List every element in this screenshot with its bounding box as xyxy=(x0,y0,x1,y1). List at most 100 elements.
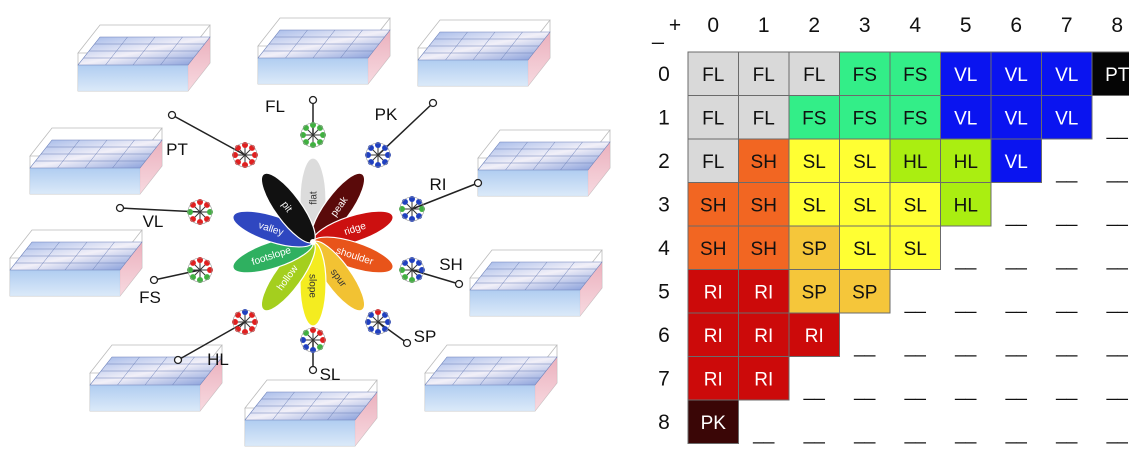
surface-block-valley xyxy=(29,127,163,195)
svg-text:SL: SL xyxy=(853,152,876,173)
surface-block-hollow xyxy=(89,344,223,412)
svg-text:SH: SH xyxy=(751,152,777,173)
table-cell: VL xyxy=(1041,95,1093,140)
empty-cell-mark: __ xyxy=(954,380,977,401)
row-header: 8 xyxy=(658,411,670,434)
svg-text:FL: FL xyxy=(753,108,775,129)
table-cell: FL xyxy=(687,51,739,96)
table-cell: FL xyxy=(788,51,840,96)
code-label-vl: VL xyxy=(143,212,164,231)
svg-text:RI: RI xyxy=(754,326,773,347)
svg-text:PK: PK xyxy=(701,413,727,434)
empty-cell-mark: __ xyxy=(752,424,775,445)
col-header: 3 xyxy=(859,14,871,37)
empty-cell-mark: __ xyxy=(954,337,977,358)
petal-rose: flat peakridgeshoulderspurslopehollowfoot… xyxy=(232,157,394,327)
code-label-pt: PT xyxy=(166,140,188,159)
code-label-pk: PK xyxy=(375,105,398,124)
table-cells: FL FL FL FS FS VL VL VL PT FL FL FS FS FS VL VL VL __ FL SH… xyxy=(687,51,1129,445)
empty-cell-mark: __ xyxy=(1106,424,1129,445)
landform-blocks xyxy=(9,17,611,447)
svg-text:VL: VL xyxy=(1005,108,1028,129)
table-corner: + _ xyxy=(651,14,681,45)
table-cell: RI xyxy=(687,312,739,357)
row-header: 3 xyxy=(658,193,670,216)
svg-text:SP: SP xyxy=(802,282,827,303)
pattern-hollow xyxy=(173,309,258,365)
empty-cell-mark: __ xyxy=(853,337,876,358)
svg-text:RI: RI xyxy=(704,326,723,347)
table-cell: SP xyxy=(788,225,840,270)
col-header: 5 xyxy=(960,14,972,37)
surface-block-slope xyxy=(244,379,378,447)
row-header: 7 xyxy=(658,367,670,390)
empty-cell-mark: __ xyxy=(954,293,977,314)
empty-cell-mark: __ xyxy=(1106,250,1129,271)
svg-text:SP: SP xyxy=(802,239,827,260)
table-cell: FL xyxy=(687,138,739,183)
empty-cell-mark: __ xyxy=(1005,380,1028,401)
row-header: 2 xyxy=(658,150,670,173)
svg-text:FS: FS xyxy=(853,108,877,129)
empty-cell-mark: __ xyxy=(1106,119,1129,140)
table-cell: SL xyxy=(839,138,891,183)
surface-block-pit xyxy=(77,24,211,92)
table-cell: SL xyxy=(788,182,840,227)
empty-cell-mark: __ xyxy=(803,424,826,445)
col-header: 8 xyxy=(1111,14,1123,37)
table-cell: SL xyxy=(889,182,941,227)
empty-cell-mark: __ xyxy=(1005,337,1028,358)
pattern-ridge xyxy=(399,178,483,222)
table-cell: HL xyxy=(940,182,992,227)
svg-text:FL: FL xyxy=(753,65,775,86)
table-cell: VL xyxy=(990,138,1042,183)
petal-label: flat xyxy=(309,191,320,205)
svg-text:RI: RI xyxy=(704,369,723,390)
table-cell: RI xyxy=(738,356,790,401)
table-cell: PT xyxy=(1091,51,1129,96)
svg-text:FS: FS xyxy=(903,108,927,129)
pattern-pit xyxy=(167,110,258,168)
empty-cell-mark: __ xyxy=(853,380,876,401)
empty-cell-mark: __ xyxy=(904,424,927,445)
table-cell: FS xyxy=(889,95,941,140)
svg-text:SL: SL xyxy=(853,195,876,216)
row-header: 4 xyxy=(658,237,670,260)
svg-text:VL: VL xyxy=(954,108,977,129)
table-cell: HL xyxy=(940,138,992,183)
svg-text:HL: HL xyxy=(954,152,978,173)
surface-block-peak xyxy=(417,19,551,87)
table-cell: SH xyxy=(738,225,790,270)
ternary-patterns xyxy=(115,95,483,375)
geomorphon-diagram: flat peakridgeshoulderspurslopehollowfoot… xyxy=(9,17,611,447)
column-headers: 0 1 2 3 4 5 6 7 8 xyxy=(707,14,1123,37)
table-cell: SH xyxy=(738,138,790,183)
empty-cell-mark: __ xyxy=(1106,206,1129,227)
table-cell: FS xyxy=(839,51,891,96)
empty-cell-mark: __ xyxy=(1055,424,1078,445)
pattern-flat xyxy=(300,95,326,148)
empty-cell-mark: __ xyxy=(1106,380,1129,401)
pattern-valley xyxy=(115,199,213,225)
svg-text:HL: HL xyxy=(903,152,927,173)
svg-text:PT: PT xyxy=(1105,65,1129,86)
petal-label: slope xyxy=(307,274,318,298)
table-cell: FL xyxy=(738,95,790,140)
table-cell: RI xyxy=(738,312,790,357)
svg-text:RI: RI xyxy=(754,282,773,303)
empty-cell-mark: __ xyxy=(954,424,977,445)
empty-cell-mark: __ xyxy=(1055,206,1078,227)
table-cell: HL xyxy=(889,138,941,183)
row-headers: 0 1 2 3 4 5 6 7 8 xyxy=(658,63,670,434)
geomorphon-lookup-table: + _ 0 1 2 3 4 5 6 7 8 0 1 2 3 4 5 6 7 8 FL FL FL FS FS VL VL VL… xyxy=(651,14,1129,445)
table-cell: SL xyxy=(788,138,840,183)
empty-cell-mark: __ xyxy=(1005,206,1028,227)
svg-text:SP: SP xyxy=(852,282,877,303)
svg-text:HL: HL xyxy=(954,195,978,216)
corner-minus: _ xyxy=(651,22,664,45)
code-label-fl: FL xyxy=(265,97,285,116)
svg-text:VL: VL xyxy=(1005,152,1028,173)
petal-spur: spur xyxy=(310,240,366,312)
empty-cell-mark: __ xyxy=(1055,380,1078,401)
petal-valley: valley xyxy=(232,210,314,248)
